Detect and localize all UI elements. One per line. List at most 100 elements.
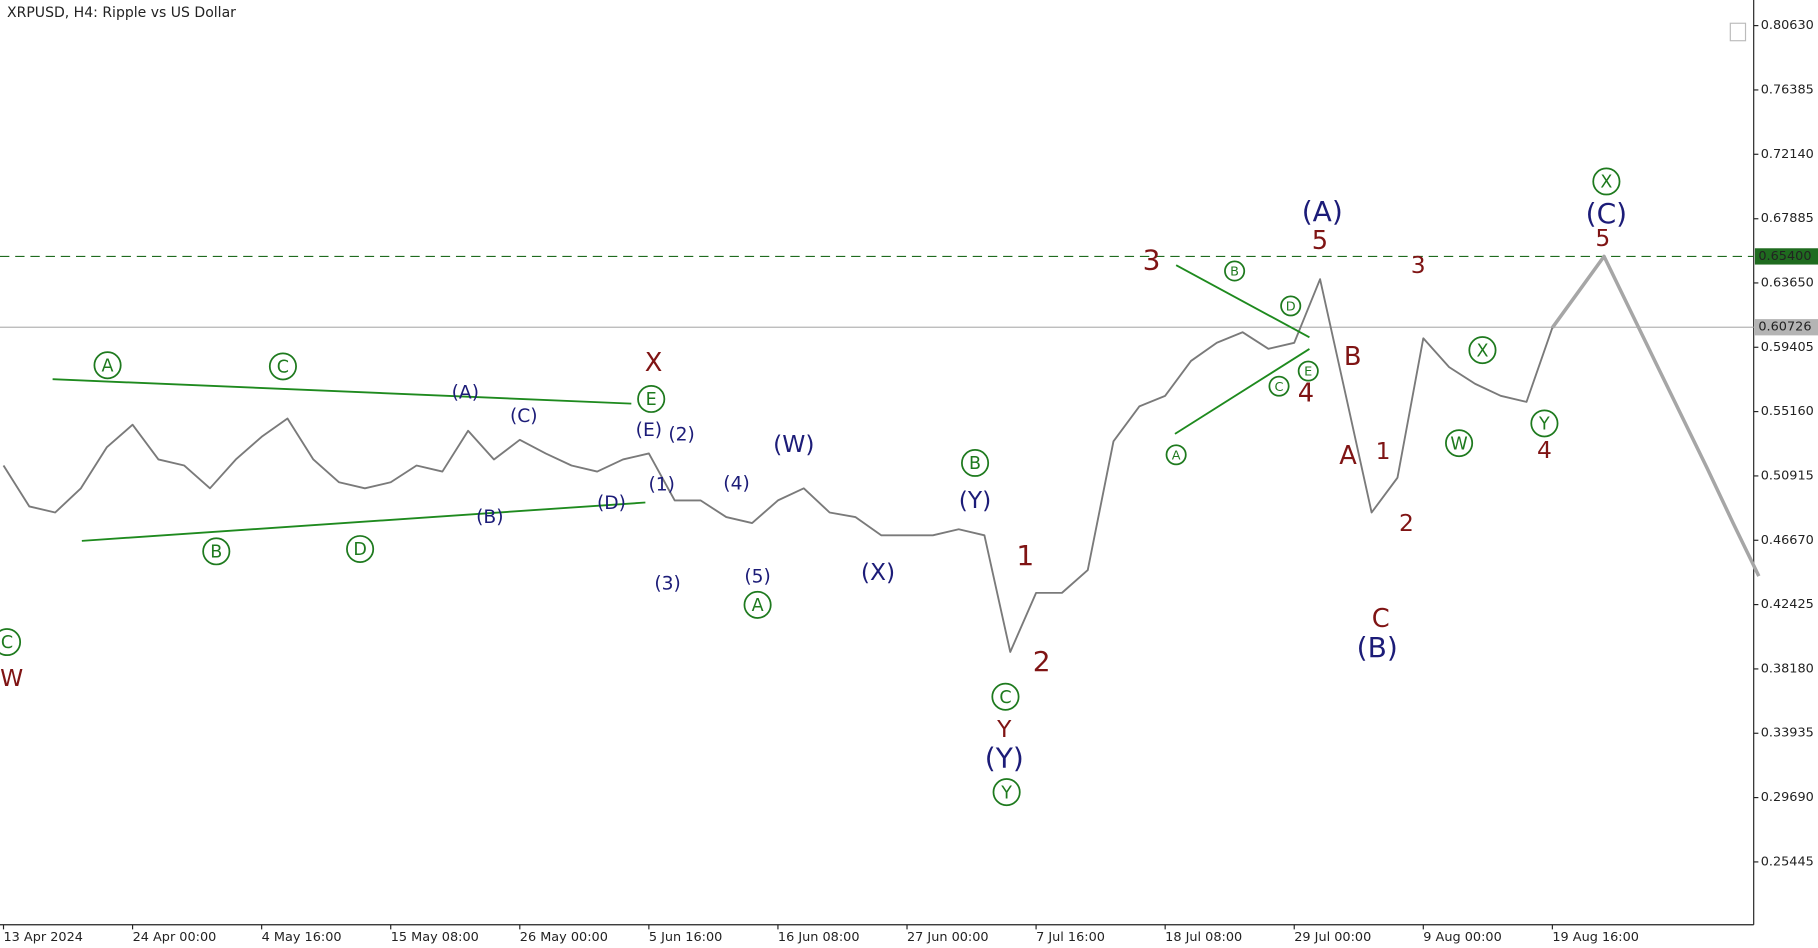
x-tick-label: 15 May 08:00: [391, 930, 479, 945]
x-tick-label: 19 Aug 16:00: [1552, 930, 1639, 945]
chart-title: XRPUSD, H4: Ripple vs US Dollar: [7, 5, 236, 21]
wave-label: C: [1, 633, 13, 653]
annotation-circle: [1468, 336, 1497, 365]
wave-label: Y: [1538, 415, 1550, 435]
annotation-circle: [992, 778, 1021, 807]
wave-label: (C): [1586, 197, 1627, 230]
annotation-circle: [1268, 375, 1290, 397]
y-tick-label: 0.63650: [1761, 275, 1814, 290]
x-tick-label: 9 Aug 00:00: [1423, 930, 1501, 945]
wave-label: (4): [723, 473, 749, 494]
wave-label: 1: [1016, 539, 1034, 572]
wave-label: C: [1275, 380, 1284, 395]
annotation-circle: [202, 537, 231, 566]
wave-label: (Y): [985, 742, 1024, 775]
wave-label: (5): [744, 566, 770, 587]
wave-label: (W): [773, 431, 814, 458]
y-tick-label: 0.38180: [1761, 661, 1814, 676]
price-level-box: [1754, 319, 1818, 336]
wave-label: E: [1304, 365, 1312, 380]
wave-label: A: [1172, 448, 1181, 463]
annotation-circle: [93, 351, 122, 380]
wave-label: D: [353, 540, 367, 560]
price-level-label: 0.65400: [1758, 249, 1811, 264]
wave-label: C: [1372, 604, 1390, 634]
x-tick-label: 18 Jul 08:00: [1165, 930, 1242, 945]
price-level-label: 0.60726: [1758, 320, 1811, 335]
y-tick-label: 0.59405: [1761, 340, 1814, 355]
wave-label: (1): [648, 475, 674, 496]
wave-label: 3: [1411, 252, 1426, 279]
y-tick-label: 0.42425: [1761, 597, 1814, 612]
annotation-circle: [1592, 167, 1621, 196]
y-tick-label: 0.76385: [1761, 82, 1814, 97]
annotation-circle: [346, 535, 375, 563]
wave-label: (A): [1302, 195, 1343, 228]
trend-line: [81, 501, 646, 542]
x-tick-label: 24 Apr 00:00: [133, 930, 217, 945]
wave-label: (2): [668, 425, 694, 446]
wave-label: (X): [861, 559, 895, 586]
wave-label: (A): [452, 383, 479, 404]
y-tick-label: 0.55160: [1761, 404, 1814, 419]
y-tick-label: 0.80630: [1761, 18, 1814, 33]
trend-line: [52, 378, 632, 405]
wave-label: 5: [1312, 226, 1328, 256]
wave-label: B: [1230, 265, 1239, 280]
wave-label: 2: [1399, 510, 1414, 537]
wave-label: (B): [1357, 631, 1398, 664]
x-tick-label: 26 May 00:00: [520, 930, 608, 945]
x-tick-label: 16 Jun 08:00: [778, 930, 860, 945]
wave-label: C: [277, 358, 289, 378]
annotation-circle: [991, 682, 1020, 711]
wave-label: (D): [597, 493, 626, 514]
annotation-circle: [1280, 295, 1302, 317]
wave-label: C: [999, 688, 1011, 708]
wave-label: A: [1339, 441, 1357, 471]
wave-label: 4: [1298, 378, 1314, 408]
y-tick-label: 0.72140: [1761, 147, 1814, 162]
x-tick-label: 7 Jul 16:00: [1036, 930, 1105, 945]
y-tick-label: 0.50915: [1761, 468, 1814, 483]
x-tick-label: 27 Jun 00:00: [907, 930, 989, 945]
annotation-circle: [0, 628, 22, 657]
chart-icon[interactable]: [1729, 22, 1747, 42]
x-tick-label: 4 May 16:00: [262, 930, 342, 945]
wave-label: D: [1286, 300, 1296, 315]
y-tick-label: 0.33935: [1761, 726, 1814, 741]
forecast-line: [1550, 254, 1761, 577]
wave-label: (E): [636, 420, 662, 441]
wave-label: (Y): [959, 487, 992, 514]
wave-label: 5: [1595, 225, 1610, 252]
annotation-circle: [1530, 409, 1559, 438]
wave-label: X: [1600, 173, 1612, 193]
wave-label: 2: [1033, 645, 1051, 678]
y-tick-label: 0.67885: [1761, 211, 1814, 226]
wave-label: X: [645, 348, 663, 378]
wave-label: W: [0, 665, 23, 692]
wave-label: (B): [476, 507, 503, 528]
price-line: [2, 278, 1554, 653]
wave-label: Y: [996, 716, 1012, 743]
x-tick-label: 29 Jul 00:00: [1294, 930, 1371, 945]
annotation-circle: [1165, 444, 1187, 466]
trend-line: [1174, 348, 1310, 435]
annotation-circle: [961, 448, 990, 477]
wave-label: 1: [1376, 438, 1391, 465]
price-level-box: [1754, 248, 1818, 265]
trend-line: [1175, 264, 1310, 339]
annotation-circle: [743, 590, 772, 619]
wave-label: B: [1344, 342, 1362, 372]
wave-label: W: [1450, 434, 1467, 454]
annotation-circle: [268, 352, 297, 381]
annotation-circle: [1224, 260, 1246, 282]
wave-label: A: [102, 356, 114, 376]
x-tick-label: 5 Jun 16:00: [649, 930, 722, 945]
wave-label: Y: [1000, 783, 1012, 803]
y-tick-label: 0.46670: [1761, 533, 1814, 548]
wave-label: B: [969, 454, 981, 474]
annotation-circle: [637, 385, 666, 413]
wave-label: A: [752, 596, 764, 616]
